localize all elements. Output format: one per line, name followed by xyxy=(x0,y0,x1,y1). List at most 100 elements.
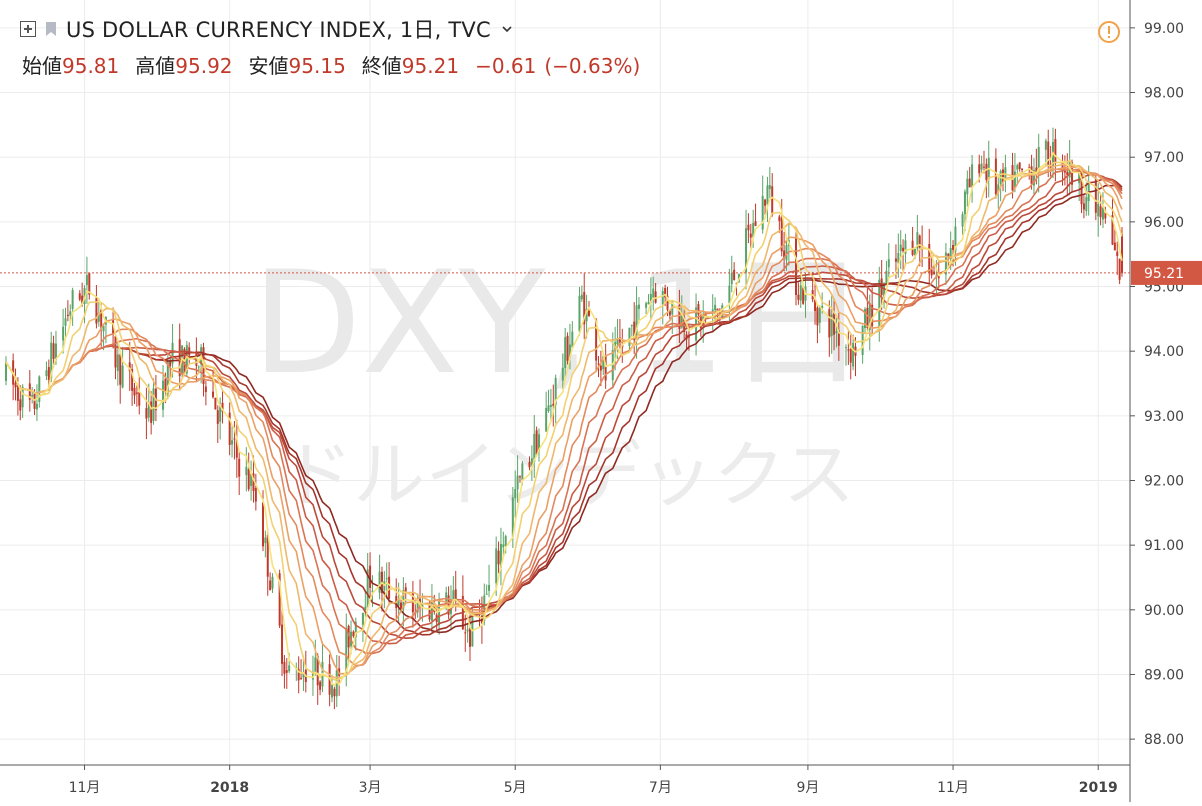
candle xyxy=(304,650,307,693)
candle xyxy=(347,624,350,663)
y-tick-label: 93.00 xyxy=(1144,409,1184,425)
ma-ribbon xyxy=(5,151,1123,687)
candle xyxy=(899,230,902,269)
candle xyxy=(982,150,985,174)
candle xyxy=(330,675,333,703)
candle xyxy=(71,287,74,326)
y-tick-label: 91.00 xyxy=(1144,538,1184,554)
candle xyxy=(281,607,284,677)
candle xyxy=(469,610,472,661)
candle xyxy=(95,285,98,329)
candle xyxy=(654,283,657,304)
candle xyxy=(85,256,88,304)
chevron-down-icon[interactable] xyxy=(501,23,513,35)
candle xyxy=(221,389,224,424)
candle xyxy=(1044,138,1047,167)
expand-icon[interactable] xyxy=(20,21,36,37)
candle xyxy=(985,158,988,199)
candle xyxy=(1113,227,1116,251)
candle xyxy=(264,530,267,558)
warning-icon[interactable] xyxy=(1097,20,1121,44)
candle xyxy=(45,361,48,381)
candle xyxy=(545,391,548,432)
candle xyxy=(749,223,752,249)
x-tick-label: 5月 xyxy=(504,780,527,796)
candle xyxy=(630,324,633,338)
candle xyxy=(204,380,207,406)
candle xyxy=(247,452,250,492)
candle xyxy=(1032,158,1035,197)
y-tick-label: 97.00 xyxy=(1144,150,1184,166)
candle xyxy=(968,166,971,188)
candle xyxy=(271,573,274,593)
candle xyxy=(847,331,850,365)
candle xyxy=(78,290,81,302)
candle xyxy=(1118,258,1121,285)
candle xyxy=(849,334,852,380)
candle xyxy=(564,327,567,380)
candle xyxy=(871,287,874,335)
candle xyxy=(745,209,748,290)
y-tick-label: 92.00 xyxy=(1144,473,1184,489)
candle xyxy=(928,228,931,284)
last-price-badge xyxy=(1131,260,1202,285)
candle xyxy=(645,301,648,315)
candle xyxy=(1002,162,1005,192)
candle xyxy=(980,155,983,175)
candle xyxy=(502,531,505,556)
candle xyxy=(269,572,272,591)
candle xyxy=(580,285,583,303)
candle xyxy=(535,426,538,456)
candle xyxy=(549,388,552,421)
candle xyxy=(138,377,141,415)
candle xyxy=(818,305,821,334)
candle xyxy=(538,428,541,462)
header-title-row: US DOLLAR CURRENCY INDEX, 1日, TVC xyxy=(20,14,513,44)
candle xyxy=(499,527,502,586)
candle xyxy=(152,378,155,425)
flag-icon[interactable] xyxy=(44,21,58,37)
candle xyxy=(866,288,869,332)
candle xyxy=(145,387,148,440)
ma-line-30 xyxy=(5,168,1123,655)
candle xyxy=(316,653,319,705)
candle xyxy=(466,624,469,643)
candle xyxy=(366,552,369,608)
symbol-title[interactable]: US DOLLAR CURRENCY INDEX, 1日, TVC xyxy=(66,18,491,42)
candle xyxy=(649,277,652,320)
candle xyxy=(419,579,422,619)
candle xyxy=(533,414,536,478)
y-tick-label: 96.00 xyxy=(1144,215,1184,231)
candle xyxy=(131,363,134,406)
candle xyxy=(488,564,491,598)
watermark-description: ドルインデックス xyxy=(281,433,855,517)
candle xyxy=(197,365,200,372)
candle xyxy=(1018,162,1021,172)
candle xyxy=(31,387,34,404)
candle xyxy=(228,402,231,456)
candle xyxy=(730,255,733,293)
candles xyxy=(5,127,1123,710)
candle xyxy=(747,213,750,244)
candle xyxy=(1097,183,1100,237)
candle xyxy=(864,307,867,333)
candle xyxy=(795,231,798,306)
candle xyxy=(352,630,355,638)
candle xyxy=(530,445,533,481)
candle xyxy=(102,325,105,351)
candle xyxy=(121,346,124,389)
candle xyxy=(216,405,219,444)
candle xyxy=(652,276,655,311)
candle xyxy=(21,384,24,418)
candle xyxy=(754,203,757,227)
candle xyxy=(400,598,403,610)
candle xyxy=(1028,163,1031,180)
x-tick-label: 2019 xyxy=(1079,780,1118,796)
candle xyxy=(250,460,253,501)
ma-line-40 xyxy=(5,174,1123,640)
y-tick-label: 90.00 xyxy=(1144,603,1184,619)
last-price: 95.21 xyxy=(0,260,1202,285)
